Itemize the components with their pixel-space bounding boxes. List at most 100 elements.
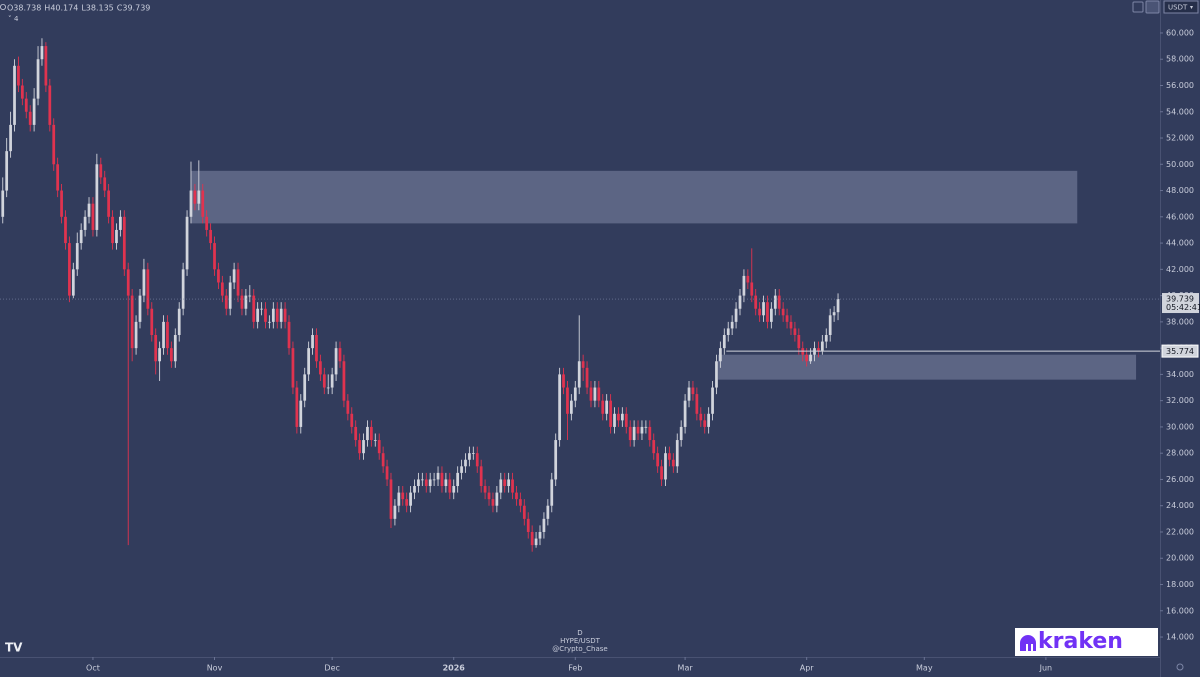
candle-body [56, 164, 60, 191]
candle [228, 275, 232, 316]
currency-dropdown[interactable]: ▾ [1190, 4, 1193, 11]
tv-mark[interactable]: TV [5, 641, 23, 655]
candle-body [32, 98, 36, 125]
candle [566, 380, 569, 441]
candle [283, 302, 287, 329]
candle [770, 302, 773, 329]
candle-body [346, 400, 350, 414]
candle-body [777, 295, 781, 309]
candle [213, 236, 216, 276]
candle-body [491, 499, 495, 506]
candle [766, 295, 769, 329]
kraken-logo[interactable]: kraken [1015, 628, 1158, 656]
candle [526, 512, 530, 539]
candle-body [679, 426, 683, 441]
candle-body [173, 335, 177, 362]
candle-body [515, 492, 518, 500]
candle-body [158, 348, 161, 362]
candle-body [154, 335, 158, 362]
settings-icon[interactable] [1132, 1, 1144, 13]
candle-body [417, 479, 420, 487]
candle-body [550, 479, 554, 506]
candle-body [256, 308, 260, 322]
candle-body [503, 479, 507, 487]
candle-body [24, 98, 28, 112]
candle-body [828, 315, 832, 336]
tradingview-logo[interactable]: TV [5, 641, 23, 655]
collapse-arrow[interactable]: ˅ [8, 15, 12, 23]
candle-body [817, 348, 820, 351]
candle [334, 341, 338, 381]
kraken-wordmark[interactable]: kraken [1038, 629, 1123, 654]
candle-body [205, 216, 209, 230]
candle-body [719, 348, 722, 362]
candle-body [483, 486, 487, 493]
candle-body [311, 335, 314, 349]
candle [271, 302, 275, 329]
kraken-icon[interactable] [1020, 635, 1036, 651]
candle-body [9, 124, 12, 152]
candle-body [64, 216, 67, 244]
candle-body [628, 426, 632, 441]
indicator-count[interactable]: 4 [14, 15, 19, 23]
candle [581, 354, 585, 381]
time-settings-icon[interactable] [1176, 663, 1184, 671]
candle-body [703, 420, 707, 427]
candle [593, 380, 597, 408]
candle [370, 420, 373, 447]
candle-body [377, 440, 381, 454]
currency-box[interactable] [1163, 0, 1199, 14]
candle-body [636, 426, 640, 434]
candle-body [107, 190, 110, 217]
candle-body [836, 299, 840, 313]
candle [460, 459, 463, 480]
candle-body [824, 335, 828, 342]
candle [185, 210, 189, 276]
candle [319, 354, 322, 381]
candle-body [656, 453, 660, 467]
candle [628, 420, 632, 447]
candle-body [295, 387, 299, 427]
candle [189, 161, 193, 224]
y-tick-label: 26.000 [1166, 475, 1194, 484]
candle-body [248, 295, 252, 297]
candle-body [617, 413, 620, 421]
candle [683, 394, 687, 434]
candle-body [224, 295, 228, 309]
candle [71, 262, 75, 299]
candle [519, 492, 522, 513]
candle-body [640, 426, 644, 434]
candle-body [773, 295, 777, 309]
y-tick-label: 24.000 [1166, 501, 1194, 510]
candle-body [785, 315, 789, 322]
candle-body [385, 466, 389, 480]
y-tick-label: 14.000 [1166, 633, 1194, 642]
candle [244, 289, 248, 316]
candle [793, 321, 797, 342]
y-tick-label: 50.000 [1166, 160, 1194, 169]
candle-body [60, 190, 63, 217]
symbol: HYPE/USDT [560, 637, 600, 645]
currency[interactable]: USDT [1168, 4, 1188, 12]
candle [797, 328, 801, 355]
candle-body [699, 413, 703, 421]
candle-body [122, 216, 126, 270]
candle [409, 486, 412, 513]
candle-body [695, 394, 699, 414]
candle-body [820, 341, 824, 351]
candle [150, 302, 154, 342]
candle-body [644, 426, 648, 428]
candle-body [809, 354, 812, 362]
candle [295, 380, 299, 434]
candle-body [68, 243, 71, 296]
candle [617, 407, 620, 427]
candle [570, 394, 573, 421]
kraken-bg[interactable] [1015, 628, 1158, 656]
candle [307, 341, 310, 381]
layout-icon[interactable] [1145, 0, 1160, 14]
x-tick-label: Jun [1039, 664, 1053, 673]
candle [358, 433, 361, 460]
candle-body [436, 472, 440, 480]
candle [158, 341, 161, 381]
